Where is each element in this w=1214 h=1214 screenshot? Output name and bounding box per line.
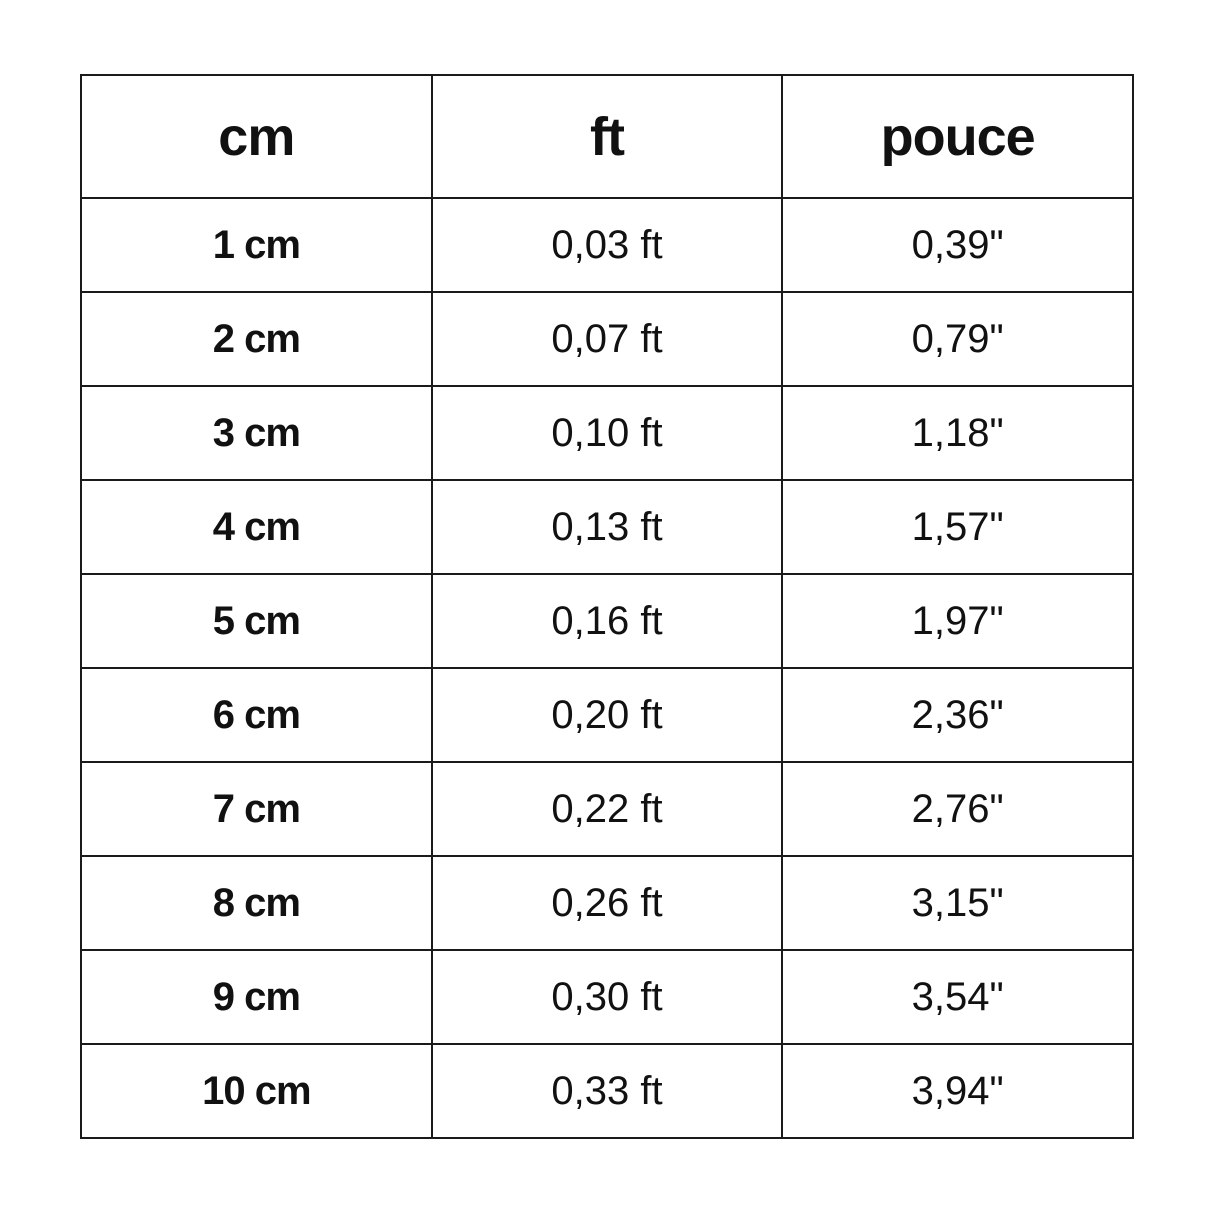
header-row: cm ft pouce (80, 74, 1134, 199)
cell-cm: 1 cm (80, 197, 433, 293)
table-row: 8 cm 0,26 ft 3,15" (80, 855, 1134, 951)
header-cm: cm (80, 74, 433, 199)
cell-pouce: 1,97" (781, 573, 1134, 669)
table-row: 3 cm 0,10 ft 1,18" (80, 385, 1134, 481)
table-row: 9 cm 0,30 ft 3,54" (80, 949, 1134, 1045)
header-pouce: pouce (781, 74, 1134, 199)
table-row: 10 cm 0,33 ft 3,94" (80, 1043, 1134, 1139)
cell-pouce: 1,18" (781, 385, 1134, 481)
cell-ft: 0,26 ft (430, 855, 784, 951)
cell-pouce: 2,36" (781, 667, 1134, 763)
table-row: 2 cm 0,07 ft 0,79" (80, 291, 1134, 387)
cell-cm: 2 cm (80, 291, 433, 387)
cell-cm: 9 cm (80, 949, 433, 1045)
cell-ft: 0,30 ft (430, 949, 784, 1045)
cell-pouce: 0,39" (781, 197, 1134, 293)
cell-pouce: 1,57" (781, 479, 1134, 575)
cell-ft: 0,20 ft (430, 667, 784, 763)
table-row: 6 cm 0,20 ft 2,36" (80, 667, 1134, 763)
cell-pouce: 0,79" (781, 291, 1134, 387)
conversion-table: cm ft pouce 1 cm 0,03 ft 0,39" 2 cm 0,07 ft 0… (80, 74, 1134, 1139)
cell-ft: 0,22 ft (430, 761, 784, 857)
cell-cm: 10 cm (80, 1043, 433, 1139)
cell-cm: 8 cm (80, 855, 433, 951)
cell-ft: 0,10 ft (430, 385, 784, 481)
cell-pouce: 3,54" (781, 949, 1134, 1045)
cell-ft: 0,16 ft (430, 573, 784, 669)
cell-cm: 6 cm (80, 667, 433, 763)
cell-pouce: 3,15" (781, 855, 1134, 951)
table-row: 7 cm 0,22 ft 2,76" (80, 761, 1134, 857)
table-row: 1 cm 0,03 ft 0,39" (80, 197, 1134, 293)
cell-ft: 0,03 ft (430, 197, 784, 293)
cell-pouce: 3,94" (781, 1043, 1134, 1139)
cell-cm: 4 cm (80, 479, 433, 575)
cell-ft: 0,07 ft (430, 291, 784, 387)
cell-ft: 0,13 ft (430, 479, 784, 575)
cell-ft: 0,33 ft (430, 1043, 784, 1139)
cell-cm: 7 cm (80, 761, 433, 857)
cell-pouce: 2,76" (781, 761, 1134, 857)
table-row: 5 cm 0,16 ft 1,97" (80, 573, 1134, 669)
cell-cm: 5 cm (80, 573, 433, 669)
table-row: 4 cm 0,13 ft 1,57" (80, 479, 1134, 575)
cell-cm: 3 cm (80, 385, 433, 481)
header-ft: ft (430, 74, 784, 199)
